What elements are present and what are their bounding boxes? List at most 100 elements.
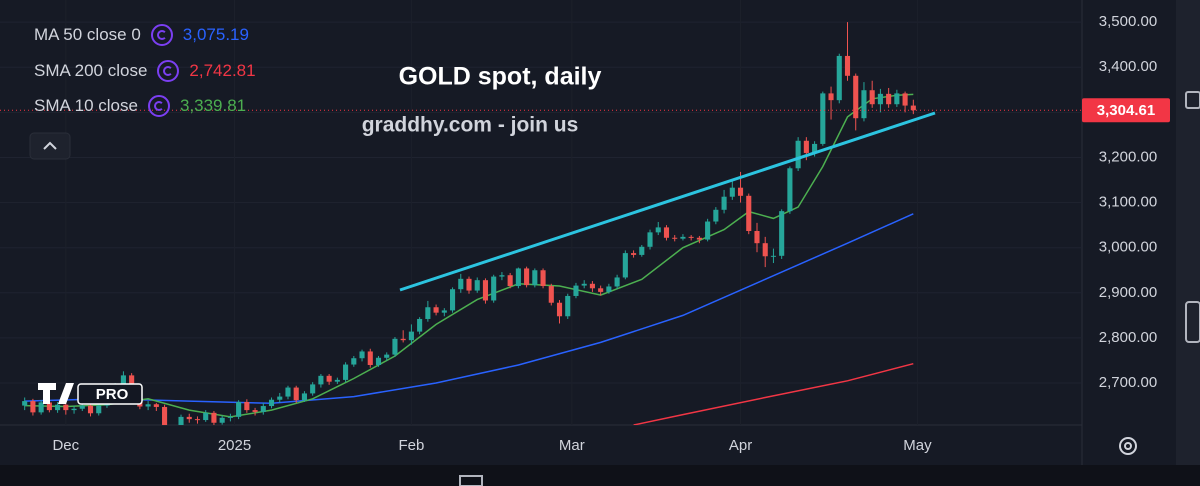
- ma-line: [24, 213, 914, 405]
- candle-body: [63, 404, 69, 411]
- candle-body: [688, 236, 694, 238]
- candle-body: [853, 75, 859, 119]
- candle-body: [737, 187, 744, 196]
- legend-value: 3,339.81: [179, 96, 247, 115]
- candle-body: [812, 143, 818, 153]
- candle-body: [886, 93, 892, 105]
- candle-body: [589, 283, 595, 289]
- candle-body: [532, 270, 538, 286]
- candle-body: [482, 280, 489, 301]
- y-tick-label: 2,700.00: [1099, 374, 1157, 391]
- y-tick-label: 3,000.00: [1099, 239, 1157, 256]
- candle-body: [598, 288, 604, 292]
- candle-body: [869, 90, 875, 105]
- candle-body: [474, 280, 480, 291]
- collapse-legend-button[interactable]: [29, 132, 71, 160]
- candle-body: [449, 289, 456, 311]
- candle-body: [861, 90, 867, 119]
- logo: PRO: [38, 383, 143, 405]
- calendar-icon[interactable]: [459, 475, 483, 486]
- candle-body: [779, 211, 785, 256]
- y-tick-label: 2,900.00: [1099, 284, 1157, 301]
- candle-body: [433, 307, 439, 313]
- chevron-icon: [43, 141, 57, 150]
- candle-body: [515, 268, 521, 287]
- candle-body: [219, 417, 225, 423]
- candle-body: [260, 406, 266, 412]
- x-tick-label: May: [903, 437, 932, 454]
- candle-body: [359, 351, 365, 359]
- candle-body: [384, 354, 390, 358]
- candle-body: [754, 230, 760, 244]
- candle-body: [631, 253, 637, 255]
- last-price-badge: [1082, 98, 1170, 123]
- candle-body: [647, 232, 653, 247]
- candle-body: [713, 209, 719, 222]
- candle-body: [392, 338, 398, 355]
- legend-value: 2,742.81: [189, 61, 256, 80]
- candle-body: [129, 375, 135, 389]
- legend-value: 3,075.19: [182, 25, 249, 44]
- candle-body: [639, 246, 645, 255]
- logo-icon: [38, 383, 74, 404]
- candle-body: [663, 227, 670, 238]
- legend-entry[interactable]: SMA 10 close 3,339.81: [34, 95, 246, 117]
- candle-body: [458, 278, 464, 290]
- candle-body: [828, 93, 834, 101]
- legend-name: SMA 10 close: [34, 96, 138, 115]
- candle-body: [310, 384, 316, 394]
- y-tick-label: 3,200.00: [1099, 148, 1157, 165]
- candle-body: [145, 404, 151, 407]
- candle-body: [894, 93, 900, 105]
- toolbar-icon[interactable]: [1185, 91, 1200, 109]
- x-tick-label: Feb: [398, 437, 424, 454]
- legend-entry[interactable]: MA 50 close 0 3,075.19: [34, 24, 249, 46]
- legend-entry[interactable]: SMA 200 close 2,742.81: [34, 60, 256, 82]
- candle-body: [318, 375, 324, 385]
- candle-body: [417, 318, 423, 332]
- candle-body: [507, 275, 513, 287]
- candle-body: [285, 387, 291, 397]
- candle-body: [466, 278, 472, 291]
- y-tick-label: 3,100.00: [1099, 194, 1157, 211]
- candle-body: [425, 307, 431, 319]
- candle-body: [573, 285, 579, 296]
- x-tick-label: 2025: [218, 437, 251, 454]
- candle-body: [441, 310, 447, 313]
- candle-body: [120, 375, 126, 386]
- candle-body: [375, 357, 382, 365]
- candle-body: [729, 187, 735, 197]
- candle-body: [194, 419, 201, 421]
- candle-body: [803, 140, 809, 153]
- candle-body: [334, 379, 340, 382]
- candle-body: [491, 276, 497, 301]
- settings-icon[interactable]: [1119, 437, 1137, 455]
- candle-body: [46, 402, 52, 411]
- candle-body: [38, 402, 44, 413]
- toolbar-icon[interactable]: [1185, 301, 1200, 343]
- candle-body: [540, 270, 546, 287]
- candle-body: [614, 277, 620, 287]
- settings-icon-center: [1124, 442, 1132, 450]
- legend-name: MA 50 close 0: [34, 25, 141, 44]
- candle-body: [211, 412, 217, 423]
- candle-body: [746, 195, 752, 231]
- bottom-toolbar: [0, 465, 1200, 486]
- candle-body: [326, 375, 332, 382]
- candle-body: [178, 416, 184, 425]
- candle-body: [96, 405, 102, 414]
- candle-body: [153, 404, 159, 407]
- ma-line: [633, 362, 914, 425]
- legend-icon: [150, 24, 173, 46]
- candle-body: [227, 416, 233, 418]
- candle-body: [30, 401, 36, 413]
- candle-body: [55, 404, 61, 411]
- candle-body: [367, 351, 373, 365]
- candle-body: [244, 401, 250, 411]
- trend-line: [399, 111, 936, 292]
- candle-body: [770, 255, 776, 257]
- candle-body: [277, 396, 283, 400]
